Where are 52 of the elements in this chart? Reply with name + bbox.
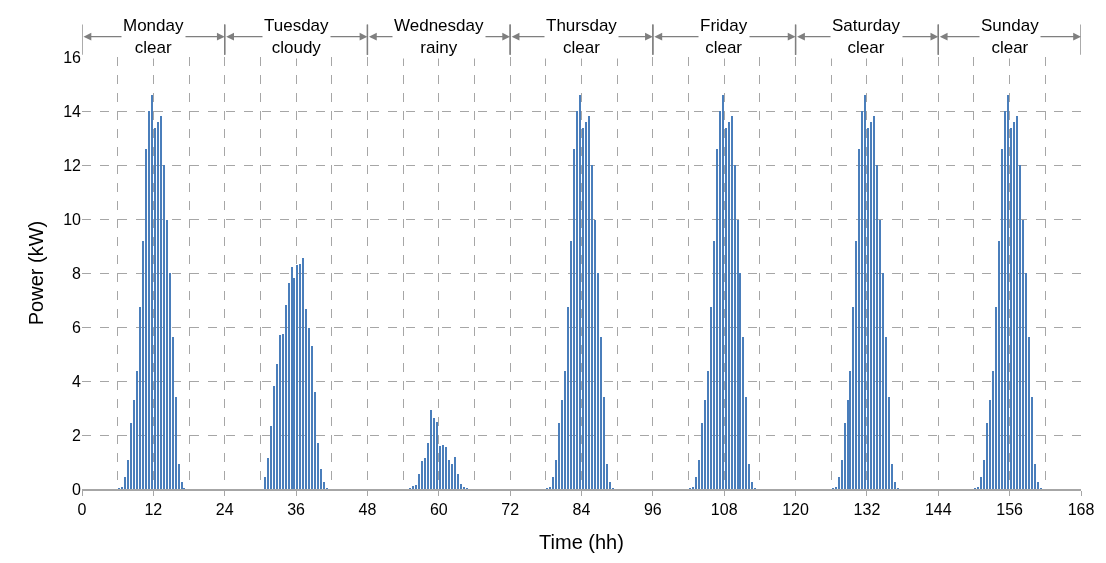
bar [579, 95, 581, 489]
x-tick-label: 72 [501, 501, 520, 519]
bar [421, 461, 423, 489]
bar [436, 422, 438, 489]
y-tick-label: 12 [63, 156, 82, 174]
y-axis-title: Power (kW) [24, 220, 47, 326]
bar [291, 267, 293, 489]
x-tick-label: 132 [853, 501, 881, 519]
annotation: Wednesday rainy [394, 16, 484, 58]
x-axis-title: Time (hh) [539, 531, 624, 554]
y-tick-label: 2 [72, 426, 82, 444]
x-tick-label: 24 [215, 501, 234, 519]
annotation: Sunday clear [981, 16, 1040, 58]
bar [1016, 116, 1018, 489]
bar [454, 457, 456, 489]
y-tick-label: 0 [72, 480, 82, 498]
x-tick-label: 120 [782, 501, 810, 519]
bar [873, 116, 875, 489]
bar [864, 95, 866, 489]
bar [722, 95, 724, 489]
x-tick-label: 108 [710, 501, 738, 519]
bar [442, 445, 444, 489]
y-tick-label: 8 [72, 264, 82, 282]
y-tick-label: 14 [63, 102, 82, 120]
bar [731, 116, 733, 489]
bar [296, 265, 298, 489]
bar [160, 116, 162, 489]
bar [1007, 95, 1009, 489]
x-tick-label: 36 [287, 501, 306, 519]
y-tick-label: 10 [63, 210, 82, 228]
x-tick-label: 96 [643, 501, 662, 519]
x-tick-label: 48 [358, 501, 377, 519]
annotation: Monday clear [123, 16, 184, 58]
x-tick-label: 168 [1067, 501, 1095, 519]
x-tick-label: 60 [429, 501, 448, 519]
annotation: Thursday clear [546, 16, 618, 58]
bar [151, 95, 153, 489]
annotation: Saturday clear [832, 16, 901, 58]
x-tick-label: 156 [996, 501, 1024, 519]
x-tick-label: 12 [144, 501, 163, 519]
y-tick-label: 16 [63, 48, 82, 66]
bar [445, 447, 447, 489]
x-tick-label: 84 [572, 501, 591, 519]
y-tick-label: 6 [72, 318, 82, 336]
x-tick-label: 144 [924, 501, 952, 519]
bar [430, 410, 432, 489]
y-tick-label: 4 [72, 372, 82, 390]
bar [302, 258, 304, 489]
bar [588, 116, 590, 489]
annotation: Tuesday cloudy [264, 16, 330, 58]
bar [279, 335, 281, 489]
annotation: Friday clear [700, 16, 748, 58]
